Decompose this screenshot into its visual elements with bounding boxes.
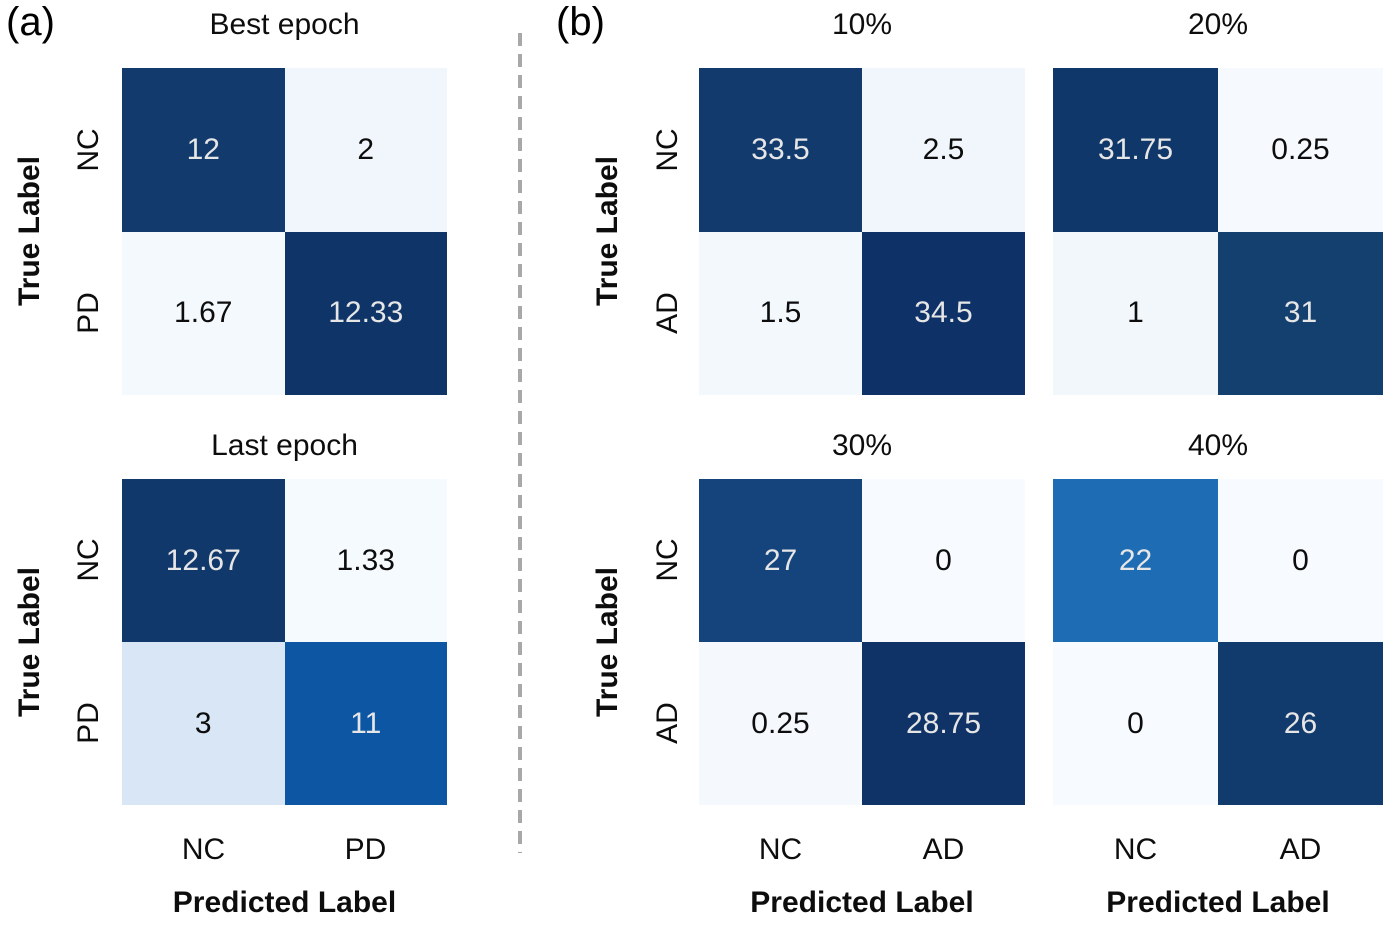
confusion-matrix-best-epoch: 12 2 1.67 12.33 xyxy=(122,68,447,395)
matrix-cell-tn: 27 xyxy=(699,479,862,642)
matrix-cell-tn: 22 xyxy=(1053,479,1218,642)
y-axis-label-b-bottom: True Label xyxy=(591,566,624,718)
matrix-title-best-epoch: Best epoch xyxy=(209,8,360,41)
matrix-cell-tp: 31 xyxy=(1218,231,1383,395)
matrix-cell-fn: 0.25 xyxy=(699,642,862,805)
matrix-cell-tp: 26 xyxy=(1218,642,1383,805)
matrix-title-last-epoch: Last epoch xyxy=(211,429,358,462)
matrix-cell-fn: 3 xyxy=(122,642,285,805)
matrix-cell-tn: 12 xyxy=(122,68,285,232)
matrix-cell-fn: 1.5 xyxy=(699,231,862,395)
matrix-cell-tn: 33.5 xyxy=(699,68,862,232)
matrix-title-20pct: 20% xyxy=(1187,8,1249,41)
confusion-matrix-40pct: 22 0 0 26 xyxy=(1053,479,1383,805)
panel-b-letter: (b) xyxy=(556,0,605,44)
matrix-title-40pct: 40% xyxy=(1187,429,1249,462)
matrix-cell-fn: 0 xyxy=(1053,642,1218,805)
panel-divider-dashed-line xyxy=(518,33,522,853)
matrix-cell-fn: 1.67 xyxy=(122,231,285,395)
x-tick-b-left-ad: AD xyxy=(922,833,965,866)
y-tick-b-top-ad: AD xyxy=(651,292,684,334)
x-axis-label-b-right: Predicted Label xyxy=(1106,886,1330,919)
y-axis-label-b-top: True Label xyxy=(591,155,624,307)
x-tick-b-left-nc: NC xyxy=(758,833,803,866)
x-axis-label-a: Predicted Label xyxy=(172,886,397,919)
matrix-cell-tn: 31.75 xyxy=(1053,68,1218,232)
matrix-cell-fp: 1.33 xyxy=(284,479,447,642)
matrix-cell-tp: 12.33 xyxy=(284,231,447,395)
confusion-matrix-10pct: 33.5 2.5 1.5 34.5 xyxy=(699,68,1025,395)
x-tick-b-right-nc: NC xyxy=(1113,833,1158,866)
confusion-matrix-last-epoch: 12.67 1.33 3 11 xyxy=(122,479,447,805)
y-tick-b-bottom-ad: AD xyxy=(651,702,684,744)
y-tick-a-top-pd: PD xyxy=(72,292,105,334)
matrix-cell-tp: 34.5 xyxy=(862,231,1025,395)
matrix-title-30pct: 30% xyxy=(831,429,893,462)
matrix-cell-fp: 0 xyxy=(862,479,1025,642)
matrix-cell-tp: 11 xyxy=(284,642,447,805)
x-axis-label-b-left: Predicted Label xyxy=(750,886,974,919)
x-tick-a-pd: PD xyxy=(344,833,387,866)
y-axis-label-a-top: True Label xyxy=(13,155,46,307)
matrix-cell-fp: 2.5 xyxy=(862,68,1025,232)
x-tick-a-nc: NC xyxy=(181,833,226,866)
y-axis-label-a-bottom: True Label xyxy=(13,566,46,718)
confusion-matrix-30pct: 27 0 0.25 28.75 xyxy=(699,479,1025,805)
matrix-cell-fp: 2 xyxy=(284,68,447,232)
x-tick-b-right-ad: AD xyxy=(1279,833,1322,866)
matrix-cell-tn: 12.67 xyxy=(122,479,285,642)
matrix-cell-fn: 1 xyxy=(1053,231,1218,395)
matrix-cell-fp: 0.25 xyxy=(1218,68,1383,232)
y-tick-a-bottom-pd: PD xyxy=(72,702,105,744)
matrix-title-10pct: 10% xyxy=(831,8,893,41)
y-tick-a-top-nc: NC xyxy=(72,128,105,172)
y-tick-a-bottom-nc: NC xyxy=(72,538,105,582)
matrix-cell-fp: 0 xyxy=(1218,479,1383,642)
panel-a-letter: (a) xyxy=(6,0,55,44)
matrix-cell-tp: 28.75 xyxy=(862,642,1025,805)
y-tick-b-top-nc: NC xyxy=(651,128,684,172)
y-tick-b-bottom-nc: NC xyxy=(651,538,684,582)
confusion-matrix-20pct: 31.75 0.25 1 31 xyxy=(1053,68,1383,395)
